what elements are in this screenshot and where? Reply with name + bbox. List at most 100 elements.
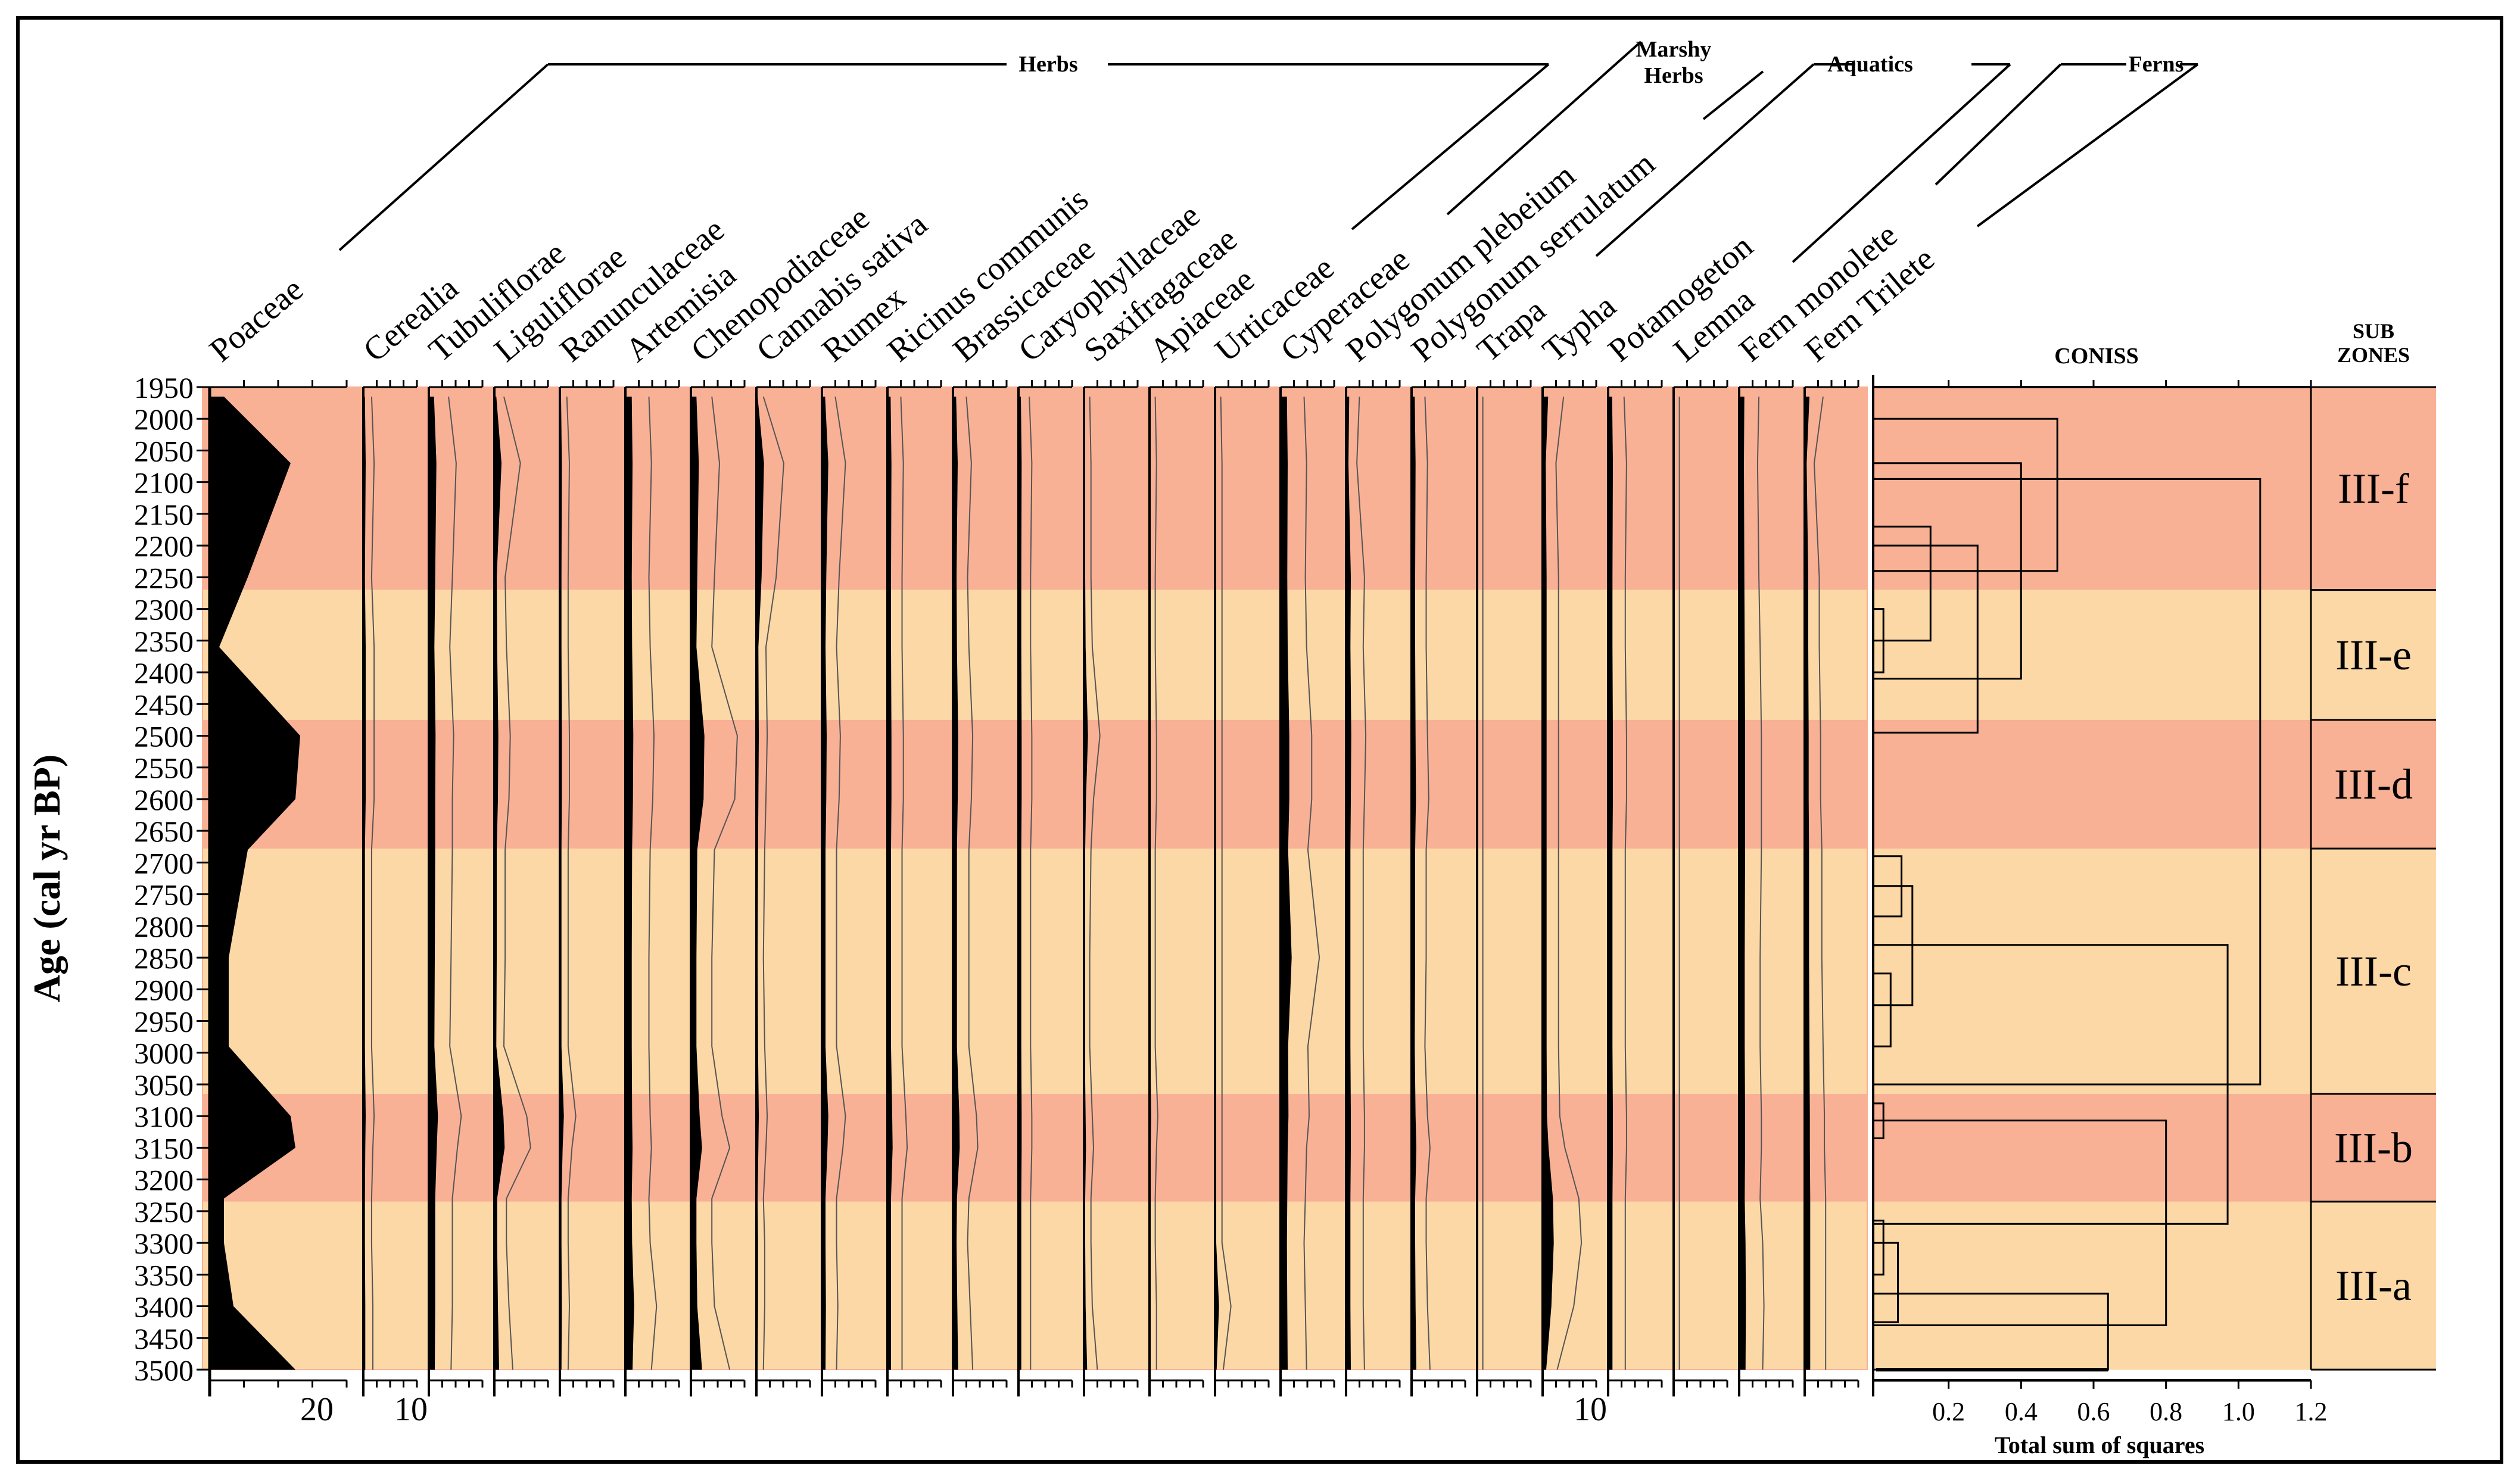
exaggeration-cyperaceae (1303, 396, 1320, 1370)
silhouette-liguliflorae (494, 396, 505, 1370)
exaggeration-cannabis-sativa (762, 396, 784, 1370)
silhouette-typha (1543, 396, 1554, 1370)
coniss-merge-3 (1873, 972, 1892, 1047)
exaggeration-fern-monolete (1756, 396, 1765, 1370)
silhouette-chenopodiaceae (691, 396, 705, 1370)
group-label-herbs-0: Herbs (1018, 52, 1077, 77)
subzone-label-iii-c: III-c (2335, 947, 2412, 995)
y-tick-label-2500: 2500 (134, 719, 194, 753)
subzone-label-iii-d: III-d (2334, 760, 2413, 808)
subzones-title-0: SUB (2353, 319, 2394, 343)
silhouette-fern-trilete (1805, 396, 1811, 1370)
subzones-title-1: ZONES (2337, 343, 2410, 367)
coniss-tick-label: 1.2 (2295, 1397, 2328, 1426)
y-tick-label-2050: 2050 (134, 434, 194, 467)
y-tick-label-2300: 2300 (134, 593, 194, 626)
zone-band-iii-a (203, 1201, 1867, 1370)
y-tick-label-2450: 2450 (134, 688, 194, 721)
exaggeration-apiaceae (1154, 396, 1158, 1370)
y-tick-label-2650: 2650 (134, 815, 194, 848)
zone-band-right-iii-b (1873, 1093, 2436, 1202)
ferns-diagonal-right (1976, 63, 2199, 227)
y-tick-label-3000: 3000 (134, 1037, 194, 1070)
zone-band-right-iii-e (1873, 590, 2436, 720)
y-tick-label-2950: 2950 (134, 1005, 194, 1039)
zone-band-right-iii-d (1873, 719, 2436, 849)
outer-frame (16, 16, 2503, 1464)
exaggeration-polygonum-serrulatum (1424, 396, 1431, 1370)
coniss-merge-12 (1873, 1120, 2167, 1326)
zone-band-iii-d (203, 719, 1867, 849)
zone-band-iii-b (203, 1093, 1867, 1202)
x-scale-label-poaceae: 20 (300, 1391, 334, 1428)
silhouette-fern-monolete (1739, 396, 1746, 1370)
coniss-merge-8 (1873, 544, 1979, 734)
y-tick-label-3450: 3450 (134, 1322, 194, 1355)
marshy-diagonal-left (1446, 40, 1642, 216)
y-tick-label-3100: 3100 (134, 1100, 194, 1133)
y-tick-label-3150: 3150 (134, 1131, 194, 1165)
silhouette-ricinus-communis (887, 396, 893, 1370)
y-tick-label-1950: 1950 (134, 371, 194, 404)
silhouette-artemisia (625, 396, 634, 1370)
coniss-merge-4 (1873, 1220, 1884, 1276)
y-tick-label-2800: 2800 (134, 910, 194, 943)
ferns-diagonal-left (1935, 63, 2062, 186)
exaggeration-chenopodiaceae (711, 396, 738, 1370)
exaggeration-cerealia (370, 396, 375, 1370)
y-tick-label-3500: 3500 (134, 1354, 194, 1387)
zone-band-iii-c (203, 848, 1867, 1094)
coniss-tick-label: 0.8 (2150, 1397, 2182, 1426)
silhouette-poaceae (210, 396, 300, 1370)
silhouette-rumex (822, 396, 828, 1370)
coniss-tick-label: 0.6 (2077, 1397, 2110, 1426)
exaggeration-rumex (834, 396, 846, 1370)
x-scale-label-typha: 10 (1574, 1391, 1607, 1428)
y-tick-label-2600: 2600 (134, 783, 194, 816)
group-label-aquatics-0: Aquatics (1827, 52, 1913, 77)
y-axis-title: Age (cal yr BP) (26, 755, 68, 1002)
coniss-xlabel: Total sum of squares (1995, 1432, 2204, 1458)
coniss-tick-label: 0.2 (1932, 1397, 1965, 1426)
herbs-diagonal-right (1351, 63, 1550, 230)
y-tick-label-2550: 2550 (134, 752, 194, 785)
x-scale-label-cerealia: 10 (394, 1391, 428, 1428)
exaggeration-caryophyllaceae (1029, 396, 1033, 1370)
y-tick-label-2700: 2700 (134, 846, 194, 880)
exaggeration-tubuliflorae (448, 396, 462, 1370)
exaggeration-urticaceae (1220, 396, 1232, 1370)
silhouette-brassicaceae (953, 396, 960, 1370)
exaggeration-polygonum-plebeium (1356, 396, 1367, 1370)
group-label-marshy-herbs-1: Herbs (1644, 63, 1703, 88)
coniss-merge-14 (1873, 478, 2262, 1086)
exaggeration-typha (1555, 396, 1583, 1370)
subzone-label-iii-e: III-e (2335, 631, 2412, 679)
y-tick-label-2150: 2150 (134, 498, 194, 531)
y-tick-label-2250: 2250 (134, 561, 194, 594)
group-label-marshy-herbs-0: Marshy (1636, 37, 1712, 62)
exaggeration-artemisia (648, 396, 658, 1370)
exaggeration-ranunculaceae (566, 396, 577, 1370)
coniss-tick-label: 0.4 (2005, 1397, 2038, 1426)
y-tick-label-2400: 2400 (134, 656, 194, 690)
silhouette-cannabis-sativa (756, 396, 764, 1370)
y-tick-label-3250: 3250 (134, 1195, 194, 1229)
silhouette-polygonum-plebeium (1346, 396, 1351, 1370)
coniss-title: CONISS (2054, 344, 2139, 369)
coniss-tick-label: 1.0 (2222, 1397, 2255, 1426)
exaggeration-saxifragaceae (1089, 396, 1101, 1370)
subzone-label-iii-f: III-f (2338, 464, 2409, 512)
zone-band-right-iii-f (1873, 387, 2436, 590)
y-tick-label-2350: 2350 (134, 625, 194, 658)
coniss-merge-7 (1873, 525, 1932, 642)
zone-band-iii-f (203, 387, 1867, 590)
aquatics-diagonal-right (1792, 63, 2011, 263)
subzone-label-iii-b: III-b (2334, 1124, 2413, 1171)
silhouette-tubuliflorae (429, 396, 438, 1370)
y-tick-label-2200: 2200 (134, 529, 194, 563)
exaggeration-brassicaceae (965, 396, 979, 1370)
herbs-diagonal-left (338, 63, 549, 251)
group-label-ferns-0: Ferns (2129, 52, 2184, 77)
y-tick-label-2100: 2100 (134, 466, 194, 500)
